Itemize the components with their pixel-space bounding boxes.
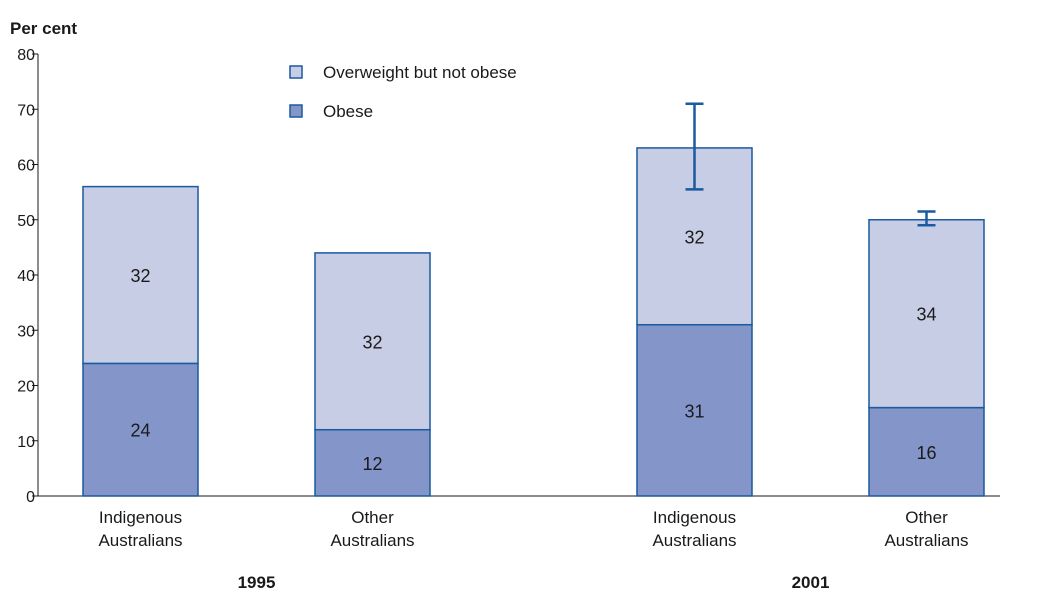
legend-label-obese: Obese: [323, 102, 373, 121]
bar-overweight-1: [314, 252, 431, 431]
category-label-0-line2: Australians: [98, 531, 182, 550]
category-label-2-line2: Australians: [652, 531, 736, 550]
bar-overweight-3: [868, 219, 985, 409]
group-label-2001: 2001: [792, 573, 830, 592]
y-axis-title: Per cent: [10, 19, 77, 38]
data-label-obese-1: 12: [362, 454, 382, 474]
category-label-0-line1: Indigenous: [99, 508, 182, 527]
axes: Per cent 0 10 20 30 40 50 60 70 80: [10, 19, 1000, 506]
y-tick-label-20: 20: [17, 379, 35, 396]
bar-obese-0: [82, 362, 199, 497]
data-label-overweight-2: 32: [684, 227, 704, 247]
legend-swatch-obese: [289, 104, 303, 118]
y-tick-label-50: 50: [17, 213, 35, 230]
data-label-overweight-1: 32: [362, 332, 382, 352]
data-label-overweight-0: 32: [130, 266, 150, 286]
data-label-obese-2: 31: [684, 401, 704, 421]
bar-overweight-0: [82, 185, 199, 365]
data-label-overweight-3: 34: [916, 305, 936, 325]
data-label-obese-0: 24: [130, 421, 150, 441]
bar-obese-2: [636, 323, 753, 497]
category-label-3-line2: Australians: [884, 531, 968, 550]
category-label-2-line1: Indigenous: [653, 508, 736, 527]
y-tick-label-0: 0: [26, 489, 35, 506]
legend-label-overweight: Overweight but not obese: [323, 63, 517, 82]
y-tick-label-40: 40: [17, 268, 35, 285]
category-label-1-line2: Australians: [330, 531, 414, 550]
y-tick-label-30: 30: [17, 323, 35, 340]
data-label-obese-3: 16: [916, 443, 936, 463]
bars: [82, 147, 985, 497]
y-tick-label-80: 80: [17, 47, 35, 64]
category-label-3-line1: Other: [905, 508, 948, 527]
labels: 24 32 Indigenous Australians 12 32 Other Austra…: [98, 227, 968, 592]
category-label-1-line1: Other: [351, 508, 394, 527]
y-tick-label-10: 10: [17, 434, 35, 451]
y-tick-label-60: 60: [17, 158, 35, 175]
legend-swatch-overweight: [289, 65, 303, 79]
legend: Overweight but not obese Obese: [289, 63, 517, 121]
group-label-1995: 1995: [238, 573, 276, 592]
error-bars: [685, 102, 936, 227]
y-tick-label-70: 70: [17, 102, 35, 119]
